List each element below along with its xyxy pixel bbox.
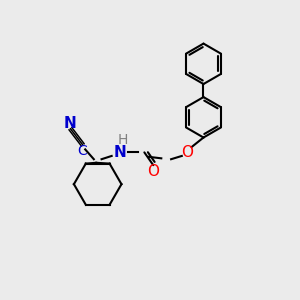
Text: O: O <box>181 145 193 160</box>
Text: C: C <box>77 145 87 158</box>
Text: N: N <box>114 145 126 160</box>
Text: O: O <box>147 164 159 179</box>
Text: H: H <box>118 133 128 147</box>
Text: N: N <box>64 116 77 131</box>
